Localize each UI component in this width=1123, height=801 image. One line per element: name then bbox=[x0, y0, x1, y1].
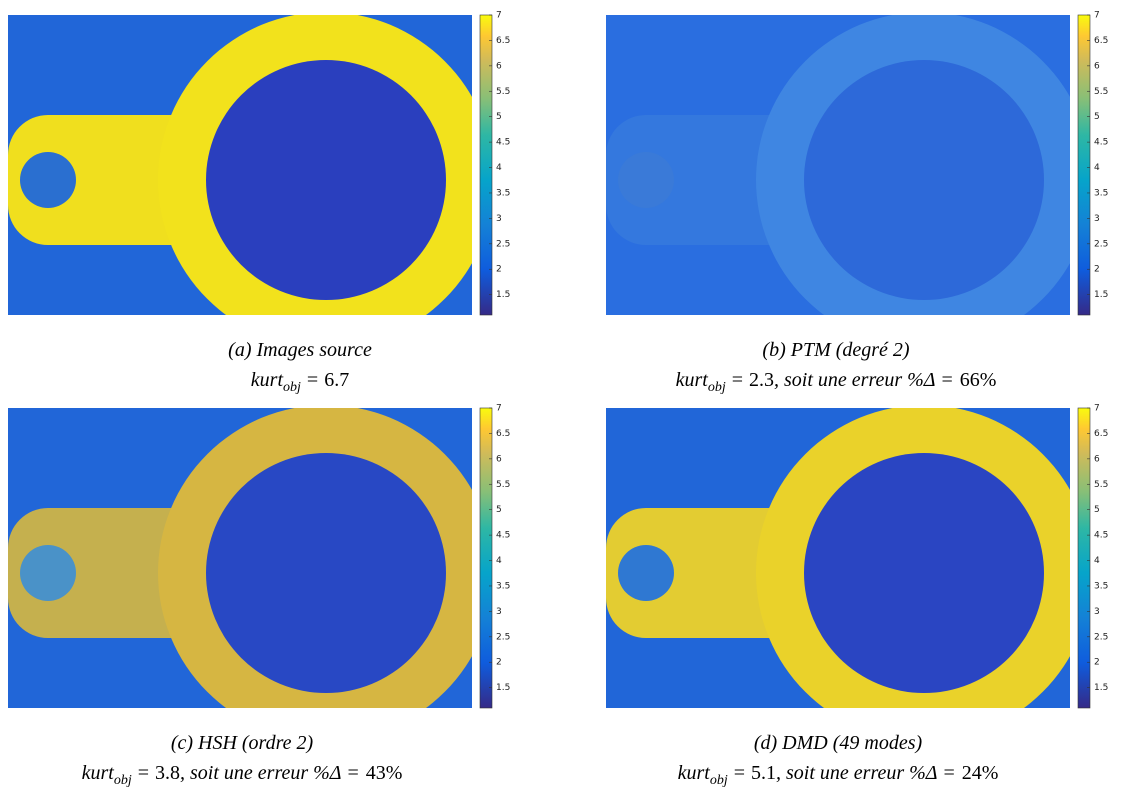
caption-label: (c) HSH (ordre 2) bbox=[171, 732, 314, 754]
colorbar-tick-label: 6 bbox=[1094, 61, 1100, 71]
colorbar bbox=[479, 14, 493, 316]
colorbar-tick-label: 7 bbox=[1094, 11, 1100, 21]
error-value: 66% bbox=[960, 369, 997, 391]
colorbar bbox=[479, 407, 493, 709]
error-prefix: , soit une erreur %Δ = bbox=[180, 762, 360, 784]
colorbar-tick-label: 1.5 bbox=[1094, 290, 1108, 300]
inner-disk bbox=[206, 453, 446, 693]
metric-subscript: obj bbox=[114, 773, 132, 788]
caption-label: (d) DMD (49 modes) bbox=[754, 732, 923, 754]
panel: 1.5 2 2.5 3 3.5 4 4.5 5 5.5 6 6.5 7 (c) HSH (ordre 2… bbox=[8, 404, 510, 788]
equals: = bbox=[307, 369, 318, 391]
colorbar-tick-label: 4.5 bbox=[1094, 138, 1108, 148]
colorbar-tick-label: 3 bbox=[1094, 214, 1100, 224]
colorbar-tick-label: 6 bbox=[1094, 454, 1100, 464]
colorbar-tick-label: 4 bbox=[496, 163, 502, 173]
metric-value: 5.1 bbox=[751, 762, 776, 784]
metric-value: 3.8 bbox=[155, 762, 180, 784]
colorbar-tick-label: 5 bbox=[496, 505, 502, 515]
colorbar-tick-label: 6.5 bbox=[1094, 36, 1108, 46]
inner-disk bbox=[206, 60, 446, 300]
panel: 1.5 2 2.5 3 3.5 4 4.5 5 5.5 6 6.5 7 (d) DMD (49 mode… bbox=[606, 404, 1108, 788]
hole bbox=[20, 152, 76, 208]
image bbox=[8, 408, 472, 708]
colorbar-tick-label: 6.5 bbox=[496, 429, 510, 439]
colorbar bbox=[1077, 14, 1091, 316]
hole bbox=[618, 152, 674, 208]
hole bbox=[20, 545, 76, 601]
colorbar-tick-label: 7 bbox=[1094, 404, 1100, 414]
colorbar-tick-label: 3.5 bbox=[1094, 188, 1108, 198]
inner-disk bbox=[804, 60, 1044, 300]
colorbar-tick-label: 2 bbox=[496, 265, 502, 275]
metric-subscript: obj bbox=[710, 773, 728, 788]
caption-metric: kurtobj = 5.1, soit une erreur %Δ = 24% bbox=[678, 762, 999, 788]
colorbar-tick-label: 5 bbox=[1094, 505, 1100, 515]
panel: 1.5 2 2.5 3 3.5 4 4.5 5 5.5 6 6.5 7 (a) Images sourc… bbox=[8, 11, 510, 395]
colorbar-tick-label: 7 bbox=[496, 11, 502, 21]
metric: kurt bbox=[676, 369, 709, 391]
metric-value: 2.3 bbox=[749, 369, 774, 391]
metric-value: 6.7 bbox=[324, 369, 349, 391]
error-prefix: , soit une erreur %Δ = bbox=[774, 369, 954, 391]
colorbar-tick-label: 5.5 bbox=[1094, 87, 1108, 97]
hole bbox=[618, 545, 674, 601]
colorbar-tick-label: 5 bbox=[496, 112, 502, 122]
colorbar-tick-label: 3.5 bbox=[496, 581, 510, 591]
colorbar-tick-label: 3 bbox=[1094, 607, 1100, 617]
equals: = bbox=[734, 762, 745, 784]
image bbox=[606, 15, 1070, 315]
colorbar-tick-label: 6.5 bbox=[496, 36, 510, 46]
panel: 1.5 2 2.5 3 3.5 4 4.5 5 5.5 6 6.5 7 (b) PTM (degré 2… bbox=[606, 11, 1108, 395]
caption-label: (a) Images source bbox=[228, 339, 372, 361]
caption-metric: kurtobj = 2.3, soit une erreur %Δ = 66% bbox=[676, 369, 997, 395]
colorbar-tick-label: 3.5 bbox=[496, 188, 510, 198]
colorbar-tick-label: 7 bbox=[496, 404, 502, 414]
colorbar-tick-label: 2 bbox=[1094, 658, 1100, 668]
colorbar-tick-label: 3 bbox=[496, 214, 502, 224]
colorbar-tick-label: 3 bbox=[496, 607, 502, 617]
colorbar-tick-label: 4.5 bbox=[496, 138, 510, 148]
colorbar-tick-label: 2.5 bbox=[496, 632, 510, 642]
colorbar-tick-label: 4 bbox=[1094, 163, 1100, 173]
colorbar-tick-label: 4.5 bbox=[1094, 531, 1108, 541]
image bbox=[8, 15, 472, 315]
error-value: 43% bbox=[366, 762, 403, 784]
caption-label: (b) PTM (degré 2) bbox=[762, 339, 910, 361]
colorbar-tick-label: 2.5 bbox=[1094, 632, 1108, 642]
error-value: 24% bbox=[962, 762, 999, 784]
metric: kurt bbox=[82, 762, 115, 784]
colorbar-tick-label: 1.5 bbox=[496, 290, 510, 300]
colorbar-tick-label: 5.5 bbox=[496, 87, 510, 97]
image bbox=[606, 408, 1070, 708]
colorbar-tick-label: 1.5 bbox=[1094, 683, 1108, 693]
colorbar-tick-label: 6.5 bbox=[1094, 429, 1108, 439]
colorbar-tick-label: 2 bbox=[496, 658, 502, 668]
caption-metric: kurtobj = 3.8, soit une erreur %Δ = 43% bbox=[82, 762, 403, 788]
metric-subscript: obj bbox=[283, 380, 301, 395]
colorbar-tick-label: 2.5 bbox=[1094, 239, 1108, 249]
colorbar-tick-label: 4 bbox=[1094, 556, 1100, 566]
caption-metric: kurtobj = 6.7 bbox=[251, 369, 349, 395]
colorbar-tick-label: 1.5 bbox=[496, 683, 510, 693]
colorbar-tick-label: 5.5 bbox=[496, 480, 510, 490]
equals: = bbox=[138, 762, 149, 784]
metric: kurt bbox=[251, 369, 284, 391]
colorbar bbox=[1077, 407, 1091, 709]
metric: kurt bbox=[678, 762, 711, 784]
colorbar-tick-label: 6 bbox=[496, 61, 502, 71]
error-prefix: , soit une erreur %Δ = bbox=[776, 762, 956, 784]
colorbar-tick-label: 3.5 bbox=[1094, 581, 1108, 591]
metric-subscript: obj bbox=[708, 380, 726, 395]
colorbar-tick-label: 2 bbox=[1094, 265, 1100, 275]
colorbar-tick-label: 6 bbox=[496, 454, 502, 464]
colorbar-tick-label: 4 bbox=[496, 556, 502, 566]
colorbar-tick-label: 2.5 bbox=[496, 239, 510, 249]
colorbar-tick-label: 5.5 bbox=[1094, 480, 1108, 490]
inner-disk bbox=[804, 453, 1044, 693]
colorbar-tick-label: 4.5 bbox=[496, 531, 510, 541]
colorbar-tick-label: 5 bbox=[1094, 112, 1100, 122]
equals: = bbox=[732, 369, 743, 391]
